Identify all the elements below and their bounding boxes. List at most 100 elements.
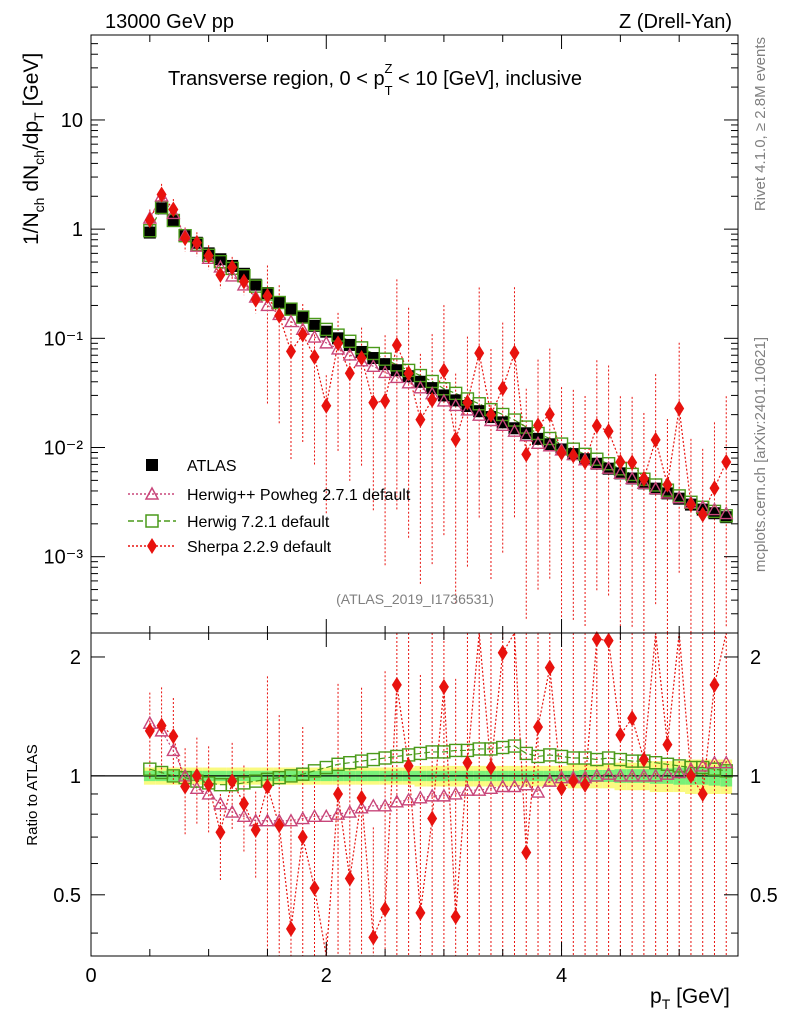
herwigpp-ratio-point bbox=[201, 786, 216, 800]
analysis-id: (ATLAS_2019_I1736531) bbox=[336, 591, 494, 607]
sherpa-ratio-point bbox=[180, 778, 191, 795]
sherpa-ratio-point bbox=[297, 829, 308, 846]
herwigpp-ratio-point bbox=[460, 782, 475, 796]
sherpa-main-point bbox=[415, 411, 426, 428]
legend-marker-herwigpp bbox=[144, 486, 160, 500]
herwigpp-main-point bbox=[648, 481, 663, 495]
herwigpp-ratio-point bbox=[436, 788, 452, 802]
herwigpp-ratio-point bbox=[283, 813, 299, 827]
y-tick-label: 10⁻³ bbox=[44, 547, 84, 569]
herwigpp-ratio-point bbox=[413, 790, 428, 804]
sherpa-ratio-point bbox=[250, 821, 261, 838]
sherpa-ratio-point bbox=[168, 728, 179, 745]
x-tick-label: 0 bbox=[85, 965, 96, 987]
atlas-point bbox=[649, 482, 662, 495]
herwigpp-ratio-point bbox=[719, 755, 734, 769]
sherpa-ratio-point bbox=[615, 726, 626, 743]
sherpa-ratio-point bbox=[697, 785, 708, 802]
herwigpp-ratio-point bbox=[260, 813, 275, 827]
sherpa-ratio-point bbox=[191, 767, 202, 784]
sherpa-ratio-point bbox=[380, 901, 391, 918]
sherpa-main-point bbox=[685, 496, 696, 513]
x-tick-label: 2 bbox=[321, 965, 332, 987]
herwigpp-main-point bbox=[366, 358, 381, 372]
sherpa-main-point bbox=[250, 291, 261, 308]
herwigpp-main-point bbox=[342, 347, 357, 361]
sherpa-ratio-point bbox=[285, 920, 296, 937]
herwigpp-ratio-point bbox=[377, 798, 393, 812]
herwigpp-main-point bbox=[719, 506, 734, 520]
sherpa-ratio-point bbox=[391, 676, 402, 693]
sherpa-ratio-point bbox=[627, 710, 638, 727]
herwigpp-main-point bbox=[472, 407, 487, 421]
sherpa-main-point bbox=[580, 453, 591, 470]
sherpa-ratio-point bbox=[638, 751, 649, 768]
sherpa-main-point bbox=[615, 453, 626, 470]
herwigpp-main-point bbox=[436, 393, 452, 407]
sherpa-ratio-point bbox=[662, 736, 673, 753]
sherpa-ratio-point bbox=[685, 767, 696, 784]
herwigpp-ratio-point bbox=[589, 768, 605, 782]
atlas-point bbox=[296, 311, 309, 324]
x-tick-label: 4 bbox=[556, 965, 567, 987]
sherpa-ratio-point bbox=[368, 929, 379, 946]
atlas-point bbox=[167, 214, 180, 227]
sherpa-main-point bbox=[497, 380, 508, 397]
sherpa-main-point bbox=[533, 417, 544, 434]
herwigpp-main-point bbox=[507, 423, 522, 437]
herwigpp-main-point bbox=[307, 329, 322, 343]
sherpa-ratio-point bbox=[274, 817, 285, 834]
sherpa-main-point bbox=[521, 446, 532, 463]
sherpa-ratio-point bbox=[450, 908, 461, 925]
legend-label-atlas: ATLAS bbox=[187, 458, 237, 475]
herwigpp-ratio-point bbox=[307, 808, 322, 823]
herwigpp-ratio-point bbox=[224, 804, 240, 818]
ratio-y-tick-label-right: 2 bbox=[750, 647, 761, 669]
sherpa-ratio-point bbox=[415, 904, 426, 921]
y-tick-label: 10⁻² bbox=[44, 438, 84, 460]
y-tick-label: 1 bbox=[72, 219, 83, 241]
sherpa-main-point bbox=[403, 365, 414, 382]
atlas-point bbox=[273, 296, 286, 309]
sherpa-main-point bbox=[474, 345, 485, 362]
herwigpp-main-point bbox=[283, 314, 299, 328]
energy-label: 13000 GeV pp bbox=[105, 11, 234, 33]
herwigpp-main-point bbox=[519, 428, 534, 442]
atlas-point bbox=[602, 462, 615, 475]
atlas-point bbox=[284, 303, 297, 316]
sherpa-ratio-point bbox=[591, 631, 602, 648]
sherpa-main-point bbox=[627, 454, 638, 471]
herwigpp-main-point bbox=[166, 205, 181, 220]
herwigpp-ratio-point bbox=[707, 755, 722, 769]
sherpa-main-point bbox=[391, 337, 402, 354]
sherpa-main-point bbox=[509, 344, 520, 361]
sherpa-ratio-point bbox=[533, 718, 544, 735]
sherpa-ratio-point bbox=[580, 776, 591, 793]
herwigpp-ratio-point bbox=[519, 777, 534, 791]
atlas-point bbox=[626, 472, 639, 485]
herwigpp-main-point bbox=[483, 413, 499, 427]
sherpa-main-point bbox=[285, 343, 296, 360]
atlas-point bbox=[367, 352, 380, 365]
herwigpp-main-point bbox=[224, 268, 240, 282]
sherpa-main-point bbox=[238, 273, 249, 290]
sherpa-main-point bbox=[168, 201, 179, 218]
sherpa-ratio-point bbox=[356, 789, 367, 806]
atlas-point bbox=[249, 278, 262, 291]
herwigpp-main-point bbox=[542, 438, 557, 452]
herwigpp-main-point bbox=[448, 397, 463, 412]
sherpa-main-point bbox=[144, 212, 155, 229]
herwigpp-ratio-point bbox=[472, 782, 487, 796]
herwig7-ratio-point bbox=[719, 764, 733, 778]
legend-label-herwigpp: Herwig++ Powheg 2.7.1 default bbox=[187, 487, 411, 504]
atlas-point bbox=[214, 253, 227, 266]
sherpa-main-point bbox=[309, 348, 320, 365]
sherpa-main-point bbox=[333, 335, 344, 352]
process-label: Z (Drell-Yan) bbox=[619, 11, 732, 33]
ratio-y-tick-label: 2 bbox=[70, 647, 81, 669]
sherpa-ratio-point bbox=[227, 773, 238, 790]
herwigpp-ratio-point bbox=[483, 780, 499, 795]
herwigpp-ratio-point bbox=[295, 811, 310, 825]
sherpa-main-point bbox=[191, 234, 202, 251]
sherpa-main-point bbox=[262, 287, 273, 304]
